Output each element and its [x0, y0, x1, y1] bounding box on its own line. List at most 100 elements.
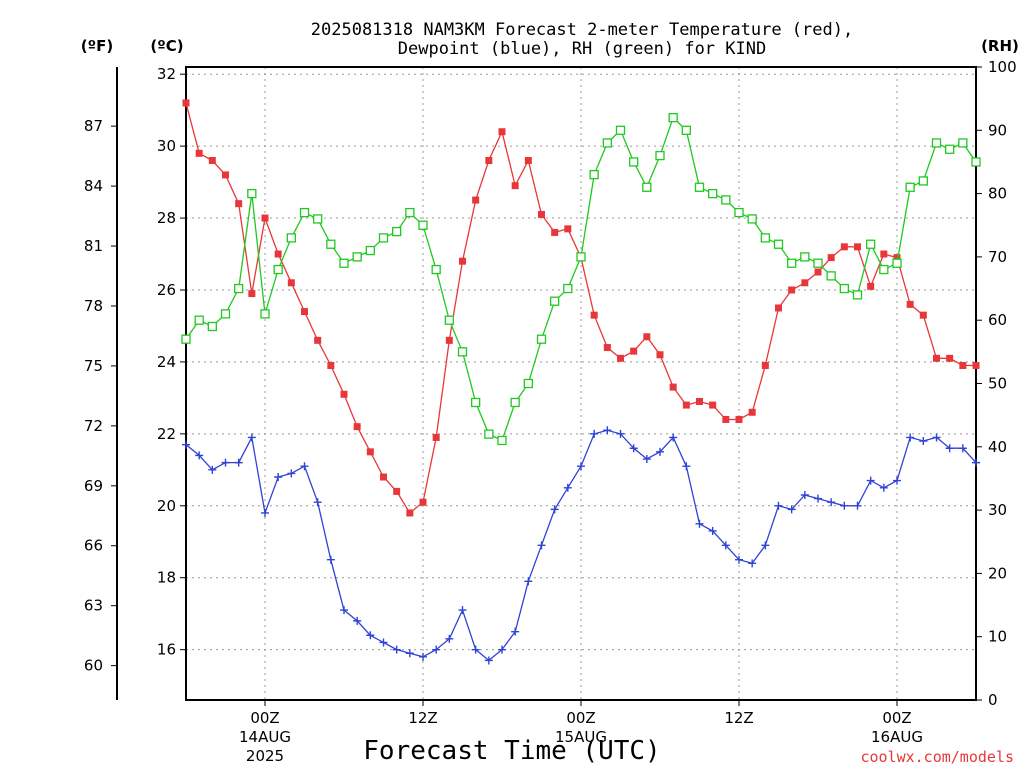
data-point-rh — [457, 347, 468, 357]
celsius-unit-label: (ºC) — [150, 37, 183, 55]
data-point-rh — [681, 125, 691, 135]
x-tick-sublabel: 15AUG — [555, 728, 607, 746]
rh-tick-label: 10 — [988, 628, 1007, 646]
data-point-temperature — [630, 347, 638, 355]
fahrenheit-unit-label: (ºF) — [81, 37, 113, 55]
fahrenheit-tick-label: 78 — [84, 297, 103, 315]
chart-title-line-2: Dewpoint (blue), RH (green) for KIND — [398, 39, 766, 59]
data-point-dewpoint — [787, 505, 796, 514]
data-point-dewpoint — [590, 429, 599, 438]
data-point-dewpoint — [379, 638, 388, 647]
data-point-rh — [760, 233, 770, 243]
data-point-dewpoint — [432, 645, 441, 654]
data-point-dewpoint — [550, 505, 559, 514]
rh-tick-label: 20 — [988, 564, 1007, 582]
data-point-rh — [260, 309, 270, 319]
fahrenheit-tick-label: 69 — [84, 477, 103, 495]
data-point-temperature — [195, 149, 203, 157]
data-point-rh — [339, 258, 349, 268]
data-point-dewpoint — [853, 501, 862, 510]
data-point-rh — [813, 258, 823, 268]
data-point-rh — [852, 290, 863, 300]
data-point-temperature — [353, 423, 361, 431]
data-point-rh — [536, 334, 547, 344]
data-point-rh — [773, 239, 784, 249]
data-point-dewpoint — [932, 433, 941, 442]
data-point-dewpoint — [827, 498, 836, 507]
fahrenheit-tick-label: 63 — [84, 597, 103, 615]
data-point-dewpoint — [498, 645, 506, 654]
data-point-rh — [313, 214, 323, 224]
data-point-dewpoint — [221, 458, 230, 467]
x-tick-sublabel: 2025 — [246, 747, 284, 765]
data-point-temperature — [814, 268, 822, 276]
data-point-dewpoint — [208, 465, 217, 474]
rh-tick-label: 100 — [988, 58, 1017, 76]
data-point-temperature — [748, 408, 756, 416]
rh-tick-label: 40 — [988, 438, 1007, 456]
data-point-temperature — [854, 243, 861, 251]
data-point-rh — [668, 112, 678, 123]
data-point-temperature — [933, 354, 940, 362]
data-point-dewpoint — [511, 627, 520, 636]
data-point-rh — [721, 195, 731, 205]
fahrenheit-tick-label: 60 — [84, 657, 103, 675]
data-point-dewpoint — [392, 645, 401, 654]
data-point-dewpoint — [735, 555, 743, 564]
data-point-temperature — [235, 200, 243, 208]
data-point-dewpoint — [616, 429, 625, 438]
data-point-temperature — [419, 498, 427, 506]
x-tick-label: 12Z — [408, 709, 437, 727]
data-point-dewpoint — [445, 634, 454, 643]
celsius-tick-label: 30 — [157, 137, 176, 155]
data-point-rh — [365, 245, 375, 256]
celsius-tick-label: 28 — [157, 209, 176, 227]
celsius-tick-label: 26 — [157, 281, 176, 299]
data-point-dewpoint — [814, 494, 822, 503]
data-point-dewpoint — [906, 433, 915, 442]
rh-unit-label: (RH) — [981, 37, 1019, 55]
x-tick-label: 00Z — [882, 709, 911, 727]
data-point-rh — [523, 378, 533, 389]
data-point-temperature — [524, 157, 532, 165]
data-point-dewpoint — [247, 433, 256, 442]
data-point-dewpoint — [300, 462, 309, 471]
data-point-temperature — [775, 304, 782, 312]
data-point-rh — [194, 315, 204, 325]
data-point-temperature — [801, 279, 809, 287]
rh-tick-label: 50 — [988, 375, 1007, 393]
x-tick-label: 00Z — [566, 709, 595, 727]
celsius-tick-label: 22 — [157, 425, 176, 443]
data-point-temperature — [485, 157, 493, 165]
data-point-dewpoint — [972, 458, 980, 467]
data-point-rh — [734, 207, 744, 218]
x-tick-label: 12Z — [724, 709, 753, 727]
fahrenheit-tick-label: 72 — [84, 417, 103, 435]
data-point-temperature — [472, 196, 480, 204]
data-point-dewpoint — [524, 577, 533, 586]
data-point-temperature — [880, 250, 888, 258]
data-point-rh — [299, 207, 310, 218]
plot-series — [181, 99, 981, 665]
data-point-dewpoint — [405, 649, 414, 658]
data-point-dewpoint — [721, 541, 730, 550]
data-point-temperature — [893, 254, 901, 262]
data-point-dewpoint — [708, 526, 717, 535]
data-point-rh — [642, 182, 652, 192]
data-point-dewpoint — [774, 501, 783, 510]
data-point-temperature — [867, 282, 875, 290]
data-point-temperature — [972, 362, 980, 370]
data-point-rh — [787, 258, 797, 268]
data-point-temperature — [340, 390, 348, 398]
data-point-dewpoint — [274, 473, 283, 482]
data-point-rh — [931, 138, 942, 148]
data-point-rh — [550, 296, 560, 306]
data-point-rh — [879, 264, 889, 275]
data-point-temperature — [735, 415, 743, 423]
data-point-rh — [655, 150, 665, 161]
data-point-dewpoint — [945, 444, 954, 453]
data-point-rh — [418, 220, 428, 230]
data-point-temperature — [222, 171, 229, 179]
celsius-tick-label: 24 — [157, 353, 176, 371]
